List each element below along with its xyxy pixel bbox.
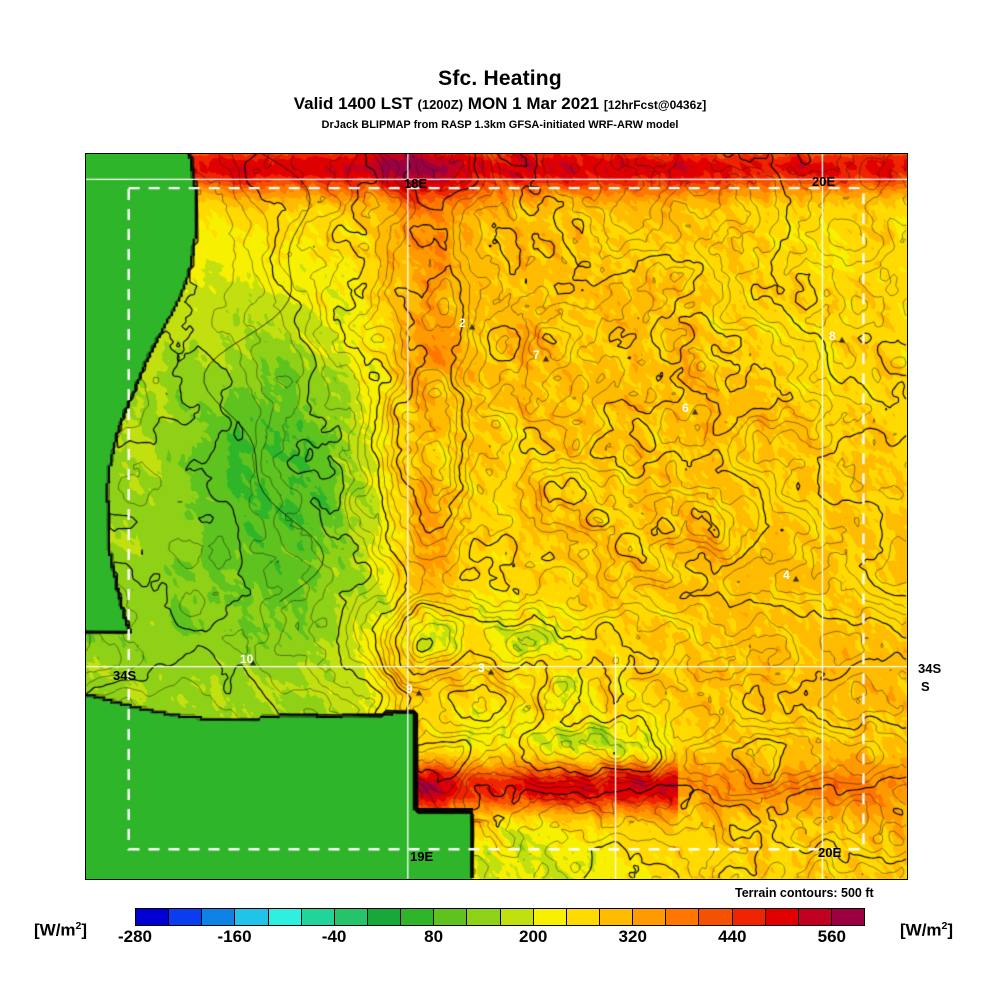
colorbar-tick-labels: -280 -160 -40 80 200 320 440 560 (118, 927, 865, 951)
colorbar-swatch-21 (831, 909, 865, 925)
colorbar-swatch-3 (235, 909, 269, 925)
graticule-label-4: 19E (410, 849, 434, 864)
colorbar-swatch-11 (500, 909, 534, 925)
colorbar-swatch-17 (699, 909, 733, 925)
colorbar-swatch-6 (334, 909, 368, 925)
colorbar-tick-440: 440 (718, 927, 747, 946)
colorbar-tick--280: -280 (117, 927, 153, 946)
colorbar-swatch-20 (798, 909, 832, 925)
colorbar-swatch-13 (566, 909, 600, 925)
waypoint-2: 2 (459, 316, 466, 330)
colorbar-tick-560: 560 (817, 927, 846, 946)
valid-date: MON 1 Mar 2021 (467, 94, 600, 113)
model-attribution: DrJack BLIPMAP from RASP 1.3km GFSA-init… (321, 119, 679, 131)
colorbar-swatch-2 (202, 909, 236, 925)
colorbar-swatch-19 (765, 909, 799, 925)
units-label-right: [W/m2] (900, 920, 954, 940)
units-label-left: [W/m2] (34, 920, 88, 940)
terrain-contour-overlay (86, 154, 907, 879)
colorbar-swatch-15 (633, 909, 667, 925)
title-block: Sfc. Heating Valid 1400 LST (1200Z) MON … (0, 66, 1000, 133)
waypoint-7: 7 (533, 348, 540, 362)
graticule-label-2: 34S (113, 668, 137, 683)
graticule-label-1: 20E (812, 174, 836, 189)
graticule-label-6: S (921, 679, 930, 694)
graticule-label-0: 18E (404, 176, 428, 191)
colorbar-swatch-12 (533, 909, 567, 925)
colorbar-swatch-1 (169, 909, 203, 925)
colorbar-swatch-5 (301, 909, 335, 925)
forecast-map[interactable] (85, 153, 908, 880)
colorbar-swatch-14 (599, 909, 634, 925)
colorbar-tick-320: 320 (618, 927, 647, 946)
colorbar-swatch-4 (268, 909, 302, 925)
graticule-label-5: 20E (818, 845, 842, 860)
terrain-contour-note: Terrain contours: 500 ft (735, 886, 874, 900)
colorbar-swatch-8 (401, 909, 435, 925)
waypoint-8: 8 (829, 329, 836, 343)
colorbar-swatch-7 (367, 909, 402, 925)
colorbar-tick-80: 80 (424, 927, 444, 946)
colorbar-swatch-9 (434, 909, 468, 925)
colorbar-tick--40: -40 (321, 927, 347, 946)
graticule-label-3: 34S (918, 661, 942, 676)
colorbar-swatch-18 (732, 909, 766, 925)
colorbar-tick--160: -160 (217, 927, 252, 946)
waypoint-3: 3 (478, 661, 485, 675)
colorbar-swatch-10 (467, 909, 501, 925)
colorbar-swatch-0 (136, 909, 170, 925)
waypoint-6: 6 (682, 401, 689, 415)
page-title: Sfc. Heating (438, 67, 562, 90)
waypoint-9: 9 (406, 682, 413, 696)
waypoint-10: 10 (240, 652, 254, 666)
forecast-tag: [12hrFcst@0436z] (603, 98, 707, 112)
colorbar-tick-200: 200 (518, 927, 548, 946)
waypoint-4: 4 (783, 568, 790, 582)
valid-time-line: Valid 1400 LST (1200Z) MON 1 Mar 2021 [1… (0, 93, 1000, 116)
colorbar-swatches (135, 908, 865, 926)
colorbar-legend: [W/m2] -280 -160 -40 80 200 320 440 560 [W/m2] (0, 905, 1000, 965)
valid-zulu: (1200Z) (417, 97, 464, 112)
colorbar-swatch-16 (666, 909, 700, 925)
valid-prefix: Valid 1400 LST (293, 94, 413, 113)
